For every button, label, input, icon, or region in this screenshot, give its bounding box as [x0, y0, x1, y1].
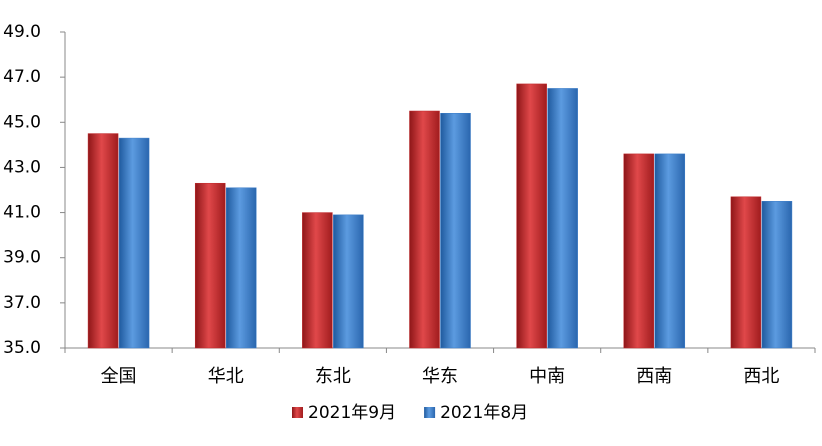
bar	[118, 137, 150, 349]
x-tick-label: 东北	[315, 366, 351, 387]
x-tick-label: 西南	[636, 366, 672, 387]
x-tick-label: 西北	[743, 366, 779, 387]
y-tick-label: 41.0	[3, 203, 41, 223]
y-tick-label: 47.0	[3, 67, 41, 87]
bar	[302, 212, 333, 349]
y-tick-label: 37.0	[3, 293, 41, 313]
y-tick-label: 43.0	[3, 157, 41, 177]
bar	[440, 113, 471, 349]
legend-swatch	[424, 407, 436, 418]
bar	[333, 214, 364, 349]
bar	[194, 182, 226, 349]
y-tick-label: 49.0	[3, 22, 41, 42]
x-tick-label: 全国	[101, 366, 137, 387]
bar	[409, 110, 440, 349]
bar	[225, 187, 257, 349]
x-tick-label: 华东	[422, 366, 458, 387]
bar	[730, 196, 762, 349]
bar	[516, 83, 547, 349]
bar	[623, 153, 655, 349]
x-tick-label: 中南	[529, 366, 565, 387]
y-tick-label: 45.0	[3, 112, 41, 132]
bar	[547, 88, 578, 349]
y-tick-label: 39.0	[3, 248, 41, 268]
x-tick-label: 华北	[208, 366, 244, 387]
legend-swatch	[292, 407, 303, 418]
bar	[87, 133, 119, 349]
legend-label: 2021年8月	[440, 403, 528, 423]
bar	[654, 153, 686, 349]
y-tick-label: 35.0	[3, 338, 41, 358]
legend-label: 2021年9月	[308, 403, 396, 423]
bar	[761, 201, 793, 349]
